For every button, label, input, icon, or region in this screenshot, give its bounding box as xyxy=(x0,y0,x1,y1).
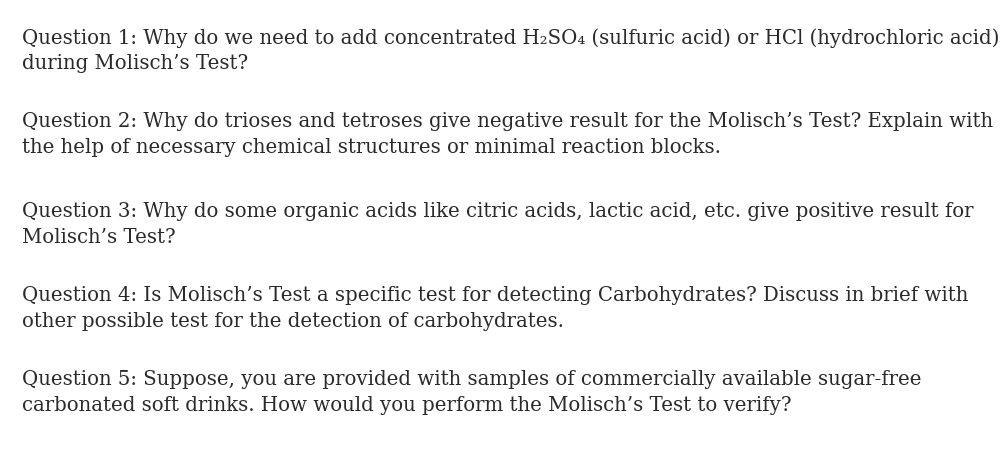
Text: other possible test for the detection of carbohydrates.: other possible test for the detection of… xyxy=(22,312,564,331)
Text: during Molisch’s Test?: during Molisch’s Test? xyxy=(22,54,248,73)
Text: Question 3: Why do some organic acids like citric acids, lactic acid, etc. give : Question 3: Why do some organic acids li… xyxy=(22,202,974,221)
Text: Question 4: Is Molisch’s Test a specific test for detecting Carbohydrates? Discu: Question 4: Is Molisch’s Test a specific… xyxy=(22,286,968,305)
Text: the help of necessary chemical structures or minimal reaction blocks.: the help of necessary chemical structure… xyxy=(22,138,721,157)
Text: carbonated soft drinks. How would you perform the Molisch’s Test to verify?: carbonated soft drinks. How would you pe… xyxy=(22,396,792,415)
Text: Molisch’s Test?: Molisch’s Test? xyxy=(22,228,175,247)
Text: Question 1: Why do we need to add concentrated H₂SO₄ (sulfuric acid) or HCl (hyd: Question 1: Why do we need to add concen… xyxy=(22,28,1000,48)
Text: Question 5: Suppose, you are provided with samples of commercially available sug: Question 5: Suppose, you are provided wi… xyxy=(22,370,922,389)
Text: Question 2: Why do trioses and tetroses give negative result for the Molisch’s T: Question 2: Why do trioses and tetroses … xyxy=(22,112,993,131)
